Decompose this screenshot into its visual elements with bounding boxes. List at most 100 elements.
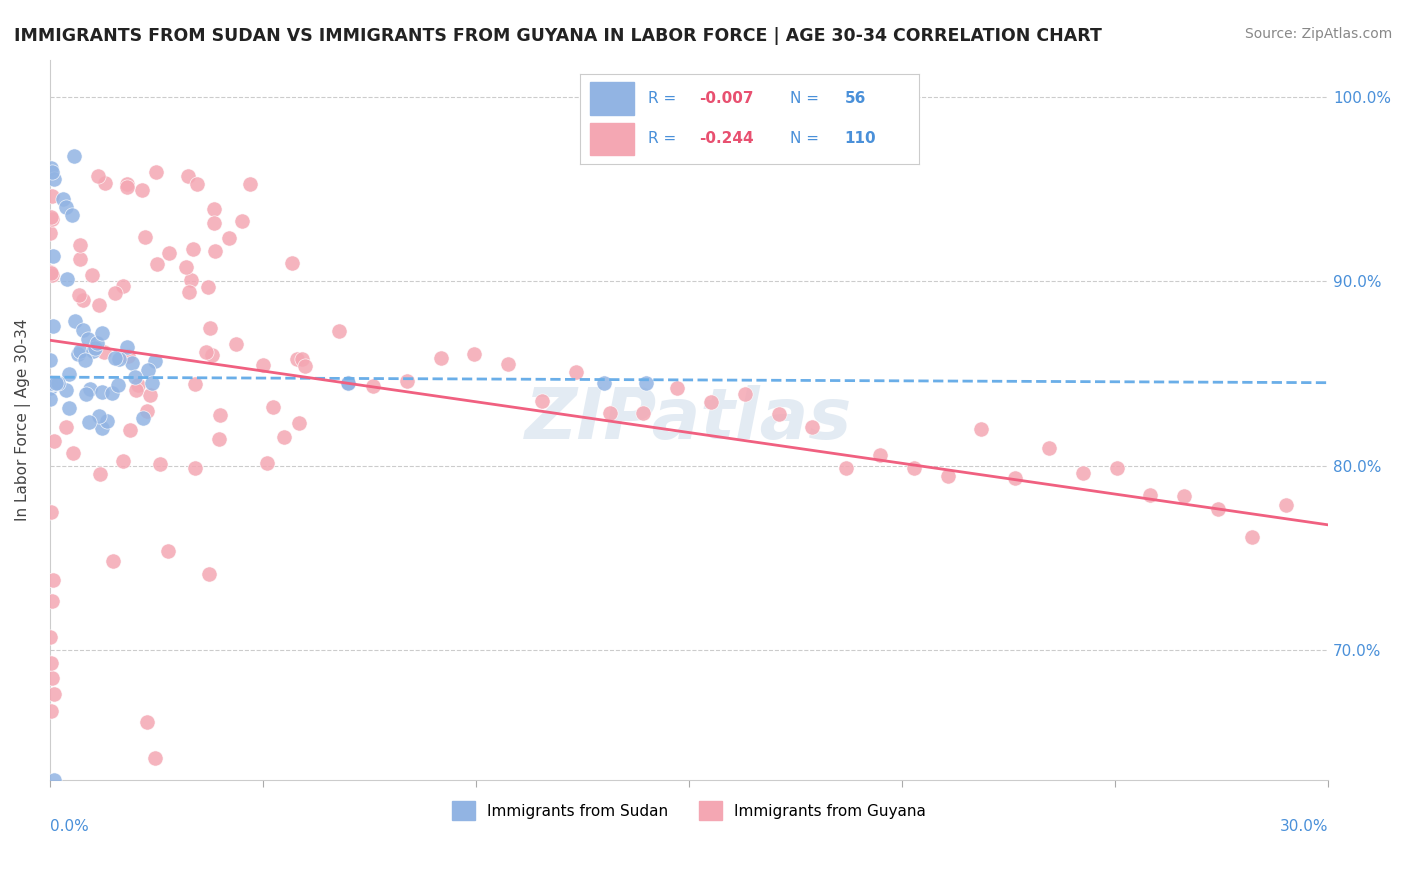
Point — [565, 365, 588, 379]
Point — [42, 434, 65, 448]
Point — [39, 380, 62, 394]
Point — [139, 387, 162, 401]
Point — [89, 298, 111, 312]
Text: 0.0%: 0.0% — [49, 819, 89, 834]
Point — [52, 192, 75, 206]
Point — [62, 148, 84, 162]
Point — [69, 344, 91, 359]
Point — [835, 461, 858, 475]
Point — [83, 341, 105, 355]
Point — [121, 356, 143, 370]
Point — [202, 216, 225, 230]
Point — [208, 433, 231, 447]
Point — [66, 347, 89, 361]
Y-axis label: In Labor Force | Age 30-34: In Labor Force | Age 30-34 — [15, 318, 31, 521]
Point — [41, 376, 63, 390]
Point — [41, 165, 63, 179]
Point — [208, 408, 231, 422]
Point — [77, 331, 100, 345]
Point — [46, 376, 69, 390]
Point — [285, 351, 308, 366]
Point — [1139, 488, 1161, 502]
Point — [194, 344, 217, 359]
Point — [592, 376, 614, 390]
Point — [463, 347, 485, 361]
Point — [93, 345, 115, 359]
Point — [337, 376, 360, 390]
Point — [125, 383, 148, 397]
Point — [115, 180, 138, 194]
Point — [143, 750, 166, 764]
Point — [94, 176, 117, 190]
Point — [328, 324, 350, 338]
Point — [599, 406, 621, 420]
Point — [67, 287, 90, 301]
Point — [395, 374, 418, 388]
Point — [231, 214, 253, 228]
Point — [58, 401, 80, 416]
Point — [86, 169, 108, 184]
Point — [262, 401, 284, 415]
Legend: Immigrants from Sudan, Immigrants from Guyana: Immigrants from Sudan, Immigrants from G… — [446, 795, 932, 826]
Point — [39, 630, 62, 644]
Point — [252, 358, 274, 372]
Point — [41, 189, 63, 203]
Point — [112, 453, 135, 467]
Point — [55, 200, 77, 214]
Point — [186, 177, 208, 191]
Point — [936, 469, 959, 483]
Point — [157, 543, 180, 558]
Point — [120, 423, 142, 437]
Point — [361, 379, 384, 393]
Point — [633, 406, 655, 420]
Point — [44, 772, 66, 787]
Point — [132, 410, 155, 425]
Point — [1071, 467, 1094, 481]
Point — [41, 593, 63, 607]
Point — [75, 387, 97, 401]
Point — [86, 336, 108, 351]
Point — [41, 161, 63, 175]
Point — [700, 395, 723, 409]
Point — [89, 409, 111, 423]
Point — [82, 268, 104, 283]
Point — [294, 359, 316, 373]
Point — [42, 319, 65, 334]
Point — [72, 293, 94, 307]
Point — [101, 553, 124, 567]
Point — [55, 420, 77, 434]
Point — [1038, 441, 1060, 455]
Point — [41, 672, 63, 686]
Point — [41, 376, 63, 390]
Point — [176, 169, 198, 183]
Point — [115, 340, 138, 354]
Point — [39, 704, 62, 718]
Point — [903, 461, 925, 475]
Point — [65, 314, 87, 328]
Point — [146, 257, 169, 271]
Point — [38, 226, 60, 240]
Point — [124, 370, 146, 384]
Point — [42, 573, 65, 587]
Text: IMMIGRANTS FROM SUDAN VS IMMIGRANTS FROM GUYANA IN LABOR FORCE | AGE 30-34 CORRE: IMMIGRANTS FROM SUDAN VS IMMIGRANTS FROM… — [14, 27, 1102, 45]
Point — [135, 404, 157, 418]
Point — [869, 448, 891, 462]
Point — [107, 378, 129, 392]
Point — [256, 456, 278, 470]
Point — [198, 566, 221, 581]
Point — [42, 249, 65, 263]
Point — [496, 357, 519, 371]
Point — [157, 246, 180, 260]
Point — [89, 467, 111, 481]
Point — [101, 385, 124, 400]
Point — [69, 238, 91, 252]
Point — [768, 407, 790, 421]
Point — [135, 715, 157, 730]
Point — [96, 414, 118, 428]
Point — [288, 416, 311, 430]
Point — [238, 178, 260, 192]
Point — [41, 212, 63, 227]
Point — [62, 446, 84, 460]
Point — [91, 421, 114, 435]
Point — [39, 656, 62, 670]
